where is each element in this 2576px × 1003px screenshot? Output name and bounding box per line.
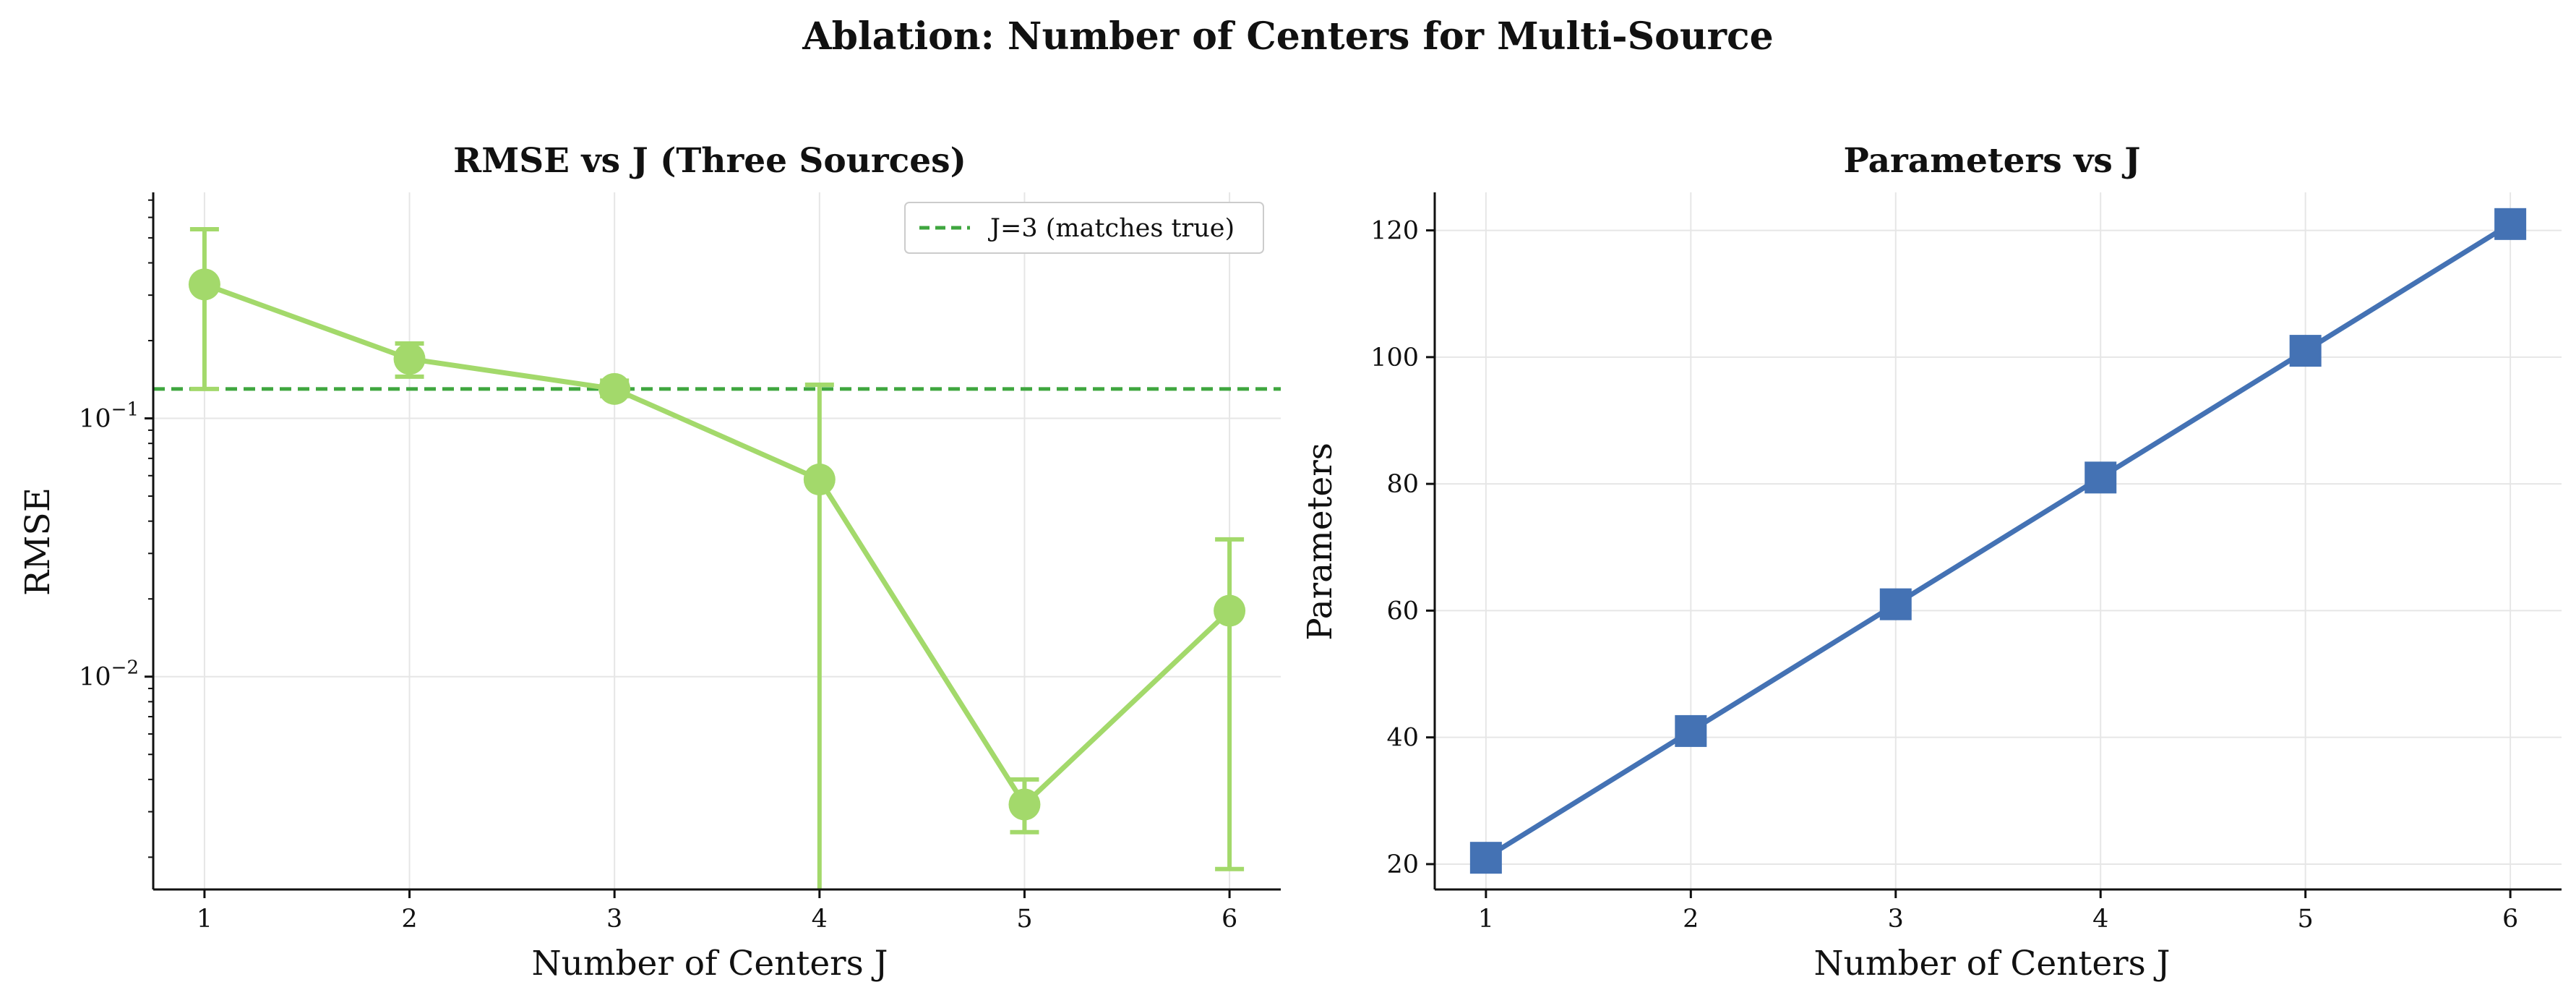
rmse-series: [188, 226, 1246, 889]
y-tick-label: 40: [1386, 724, 1419, 753]
y-tick-label: 10−1: [79, 399, 139, 434]
x-tick-label: 6: [2502, 905, 2518, 934]
parameters-panel: 20 40 60 80 100 120 1 2 3 4 5 6 Parameters vs J Nu…: [1300, 141, 2562, 983]
parameters-y-axis-label: Parameters: [1300, 443, 1340, 641]
rmse-grid: [153, 192, 1281, 889]
rmse-data-point: [188, 268, 220, 301]
parameters-x-axis-label: Number of Centers J: [1813, 944, 2170, 983]
rmse-data-point: [1214, 594, 1246, 627]
parameters-x-ticks: 1 2 3 4 5 6: [1478, 889, 2518, 934]
rmse-y-ticks: 10−1 10−2: [79, 199, 153, 858]
legend-label: J=3 (matches true): [988, 214, 1235, 243]
y-tick-label: 100: [1370, 343, 1419, 372]
x-tick-label: 2: [1683, 905, 1699, 934]
x-tick-label: 2: [401, 905, 417, 934]
parameters-data-point: [1469, 842, 1502, 874]
x-tick-label: 4: [812, 905, 828, 934]
y-tick-label: 80: [1386, 470, 1419, 499]
y-tick-label: 20: [1386, 850, 1419, 879]
x-tick-label: 4: [2092, 905, 2108, 934]
rmse-x-ticks: 1 2 3 4 5 6: [197, 889, 1237, 934]
x-tick-label: 3: [606, 905, 622, 934]
parameters-data-point: [2085, 461, 2117, 494]
rmse-data-point: [598, 372, 631, 405]
x-tick-label: 5: [1016, 905, 1032, 934]
parameters-series: [1469, 208, 2527, 874]
parameters-grid: [1435, 192, 2562, 889]
x-tick-label: 1: [197, 905, 212, 934]
parameters-y-ticks: 20 40 60 80 100 120: [1370, 217, 1435, 879]
rmse-x-axis-label: Number of Centers J: [531, 944, 888, 983]
x-tick-label: 6: [1222, 905, 1237, 934]
rmse-y-axis-label: RMSE: [18, 487, 58, 596]
parameters-line: [1485, 221, 2512, 861]
x-tick-label: 5: [2298, 905, 2314, 934]
rmse-line: [203, 282, 1232, 807]
rmse-data-point: [393, 343, 426, 375]
parameters-data-point: [1675, 714, 1707, 747]
y-tick-label: 10−2: [79, 657, 139, 692]
figure-title: Ablation: Number of Centers for Multi-So…: [802, 14, 1774, 59]
parameters-axes: [1433, 192, 2562, 891]
legend-box: [904, 202, 1264, 254]
legend: J=3 (matches true): [904, 202, 1264, 254]
parameters-data-point: [1879, 588, 1912, 620]
rmse-data-point: [1008, 788, 1041, 821]
parameters-data-point: [2494, 208, 2527, 240]
x-tick-label: 1: [1478, 905, 1494, 934]
x-tick-label: 3: [1888, 905, 1904, 934]
y-tick-label: 120: [1370, 217, 1419, 246]
y-tick-label: 60: [1386, 597, 1419, 626]
parameters-data-point: [2289, 335, 2322, 367]
rmse-panel-title: RMSE vs J (Three Sources): [453, 141, 966, 181]
parameters-panel-title: Parameters vs J: [1844, 141, 2141, 181]
rmse-data-point: [803, 464, 836, 496]
rmse-panel: 10−1 10−2 1 2 3 4 5 6 RMSE vs J (Three Sources…: [18, 141, 1281, 983]
rmse-axes: [152, 192, 1281, 891]
